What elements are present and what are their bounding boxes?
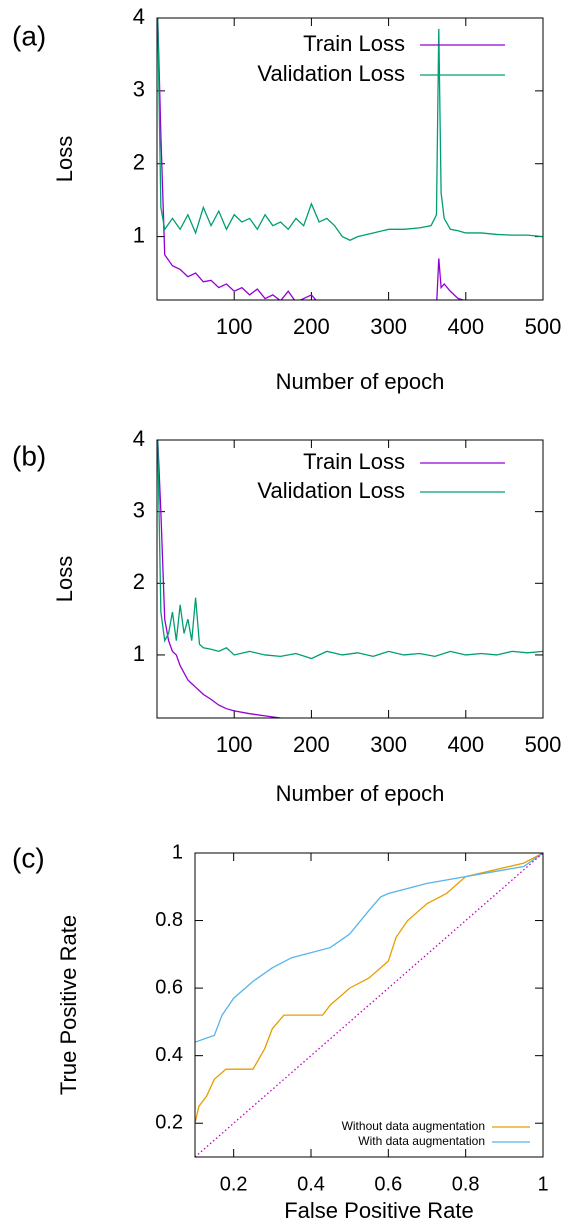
legend-label: With data augmentation (358, 1134, 485, 1148)
y-tick-label: 1 (133, 641, 145, 666)
x-tick-label: 400 (447, 732, 484, 757)
x-tick-label: 0.2 (220, 1173, 248, 1195)
series-line (157, 18, 466, 300)
y-tick-label: 0.2 (155, 1112, 183, 1134)
y-axis-label: Loss (52, 556, 77, 602)
legend-label: Validation Loss (257, 61, 405, 86)
y-tick-label: 1 (172, 841, 183, 863)
y-tick-label: 0.6 (155, 976, 183, 998)
x-axis-label: Number of epoch (276, 781, 445, 806)
series-line (157, 440, 288, 718)
panel-label: (b) (12, 440, 46, 471)
y-axis-label: Loss (52, 136, 77, 182)
x-tick-label: 100 (216, 314, 253, 339)
y-tick-label: 0.4 (155, 1044, 183, 1066)
series-line (195, 853, 543, 1157)
y-tick-label: 2 (133, 150, 145, 175)
legend-label: Validation Loss (257, 478, 405, 503)
series-line (157, 18, 543, 241)
y-axis-label: True Positive Rate (56, 915, 81, 1095)
y-tick-label: 3 (133, 497, 145, 522)
x-tick-label: 500 (525, 314, 562, 339)
series-line (195, 853, 543, 1043)
panel-label: (c) (12, 842, 45, 873)
y-tick-label: 1 (133, 222, 145, 247)
y-tick-label: 4 (133, 426, 145, 451)
x-tick-label: 300 (370, 314, 407, 339)
x-axis-label: False Positive Rate (284, 1198, 474, 1223)
x-tick-label: 500 (525, 732, 562, 757)
x-tick-label: 200 (293, 732, 330, 757)
panel: (b) Loss Number of epoch 1 2 3 4 100 200 300 400 50… (12, 426, 561, 806)
y-tick-label: 2 (133, 569, 145, 594)
series-line (157, 440, 543, 660)
x-tick-label: 0.8 (452, 1173, 480, 1195)
legend-label: Train Loss (303, 31, 405, 56)
y-tick-label: 4 (133, 4, 145, 29)
x-tick-label: 1 (537, 1173, 548, 1195)
series-line (195, 853, 543, 1124)
x-tick-label: 400 (447, 314, 484, 339)
panel-label: (a) (12, 20, 46, 51)
x-tick-label: 200 (293, 314, 330, 339)
plot-frame (156, 17, 544, 301)
y-tick-label: 3 (133, 77, 145, 102)
plot-frame (194, 852, 544, 1158)
panel: (c) True Positive Rate False Positive Rate… (12, 841, 549, 1223)
x-tick-label: 100 (216, 732, 253, 757)
x-tick-label: 0.6 (374, 1173, 402, 1195)
legend-label: Train Loss (303, 449, 405, 474)
plot-frame (156, 439, 544, 719)
panel: (a) Loss Number of epoch 1 2 3 4 100 200 300 400 50… (12, 4, 561, 394)
x-tick-label: 0.4 (297, 1173, 325, 1195)
x-tick-label: 300 (370, 732, 407, 757)
y-tick-label: 0.8 (155, 909, 183, 931)
legend-label: Without data augmentation (342, 1119, 485, 1133)
x-axis-label: Number of epoch (276, 369, 445, 394)
